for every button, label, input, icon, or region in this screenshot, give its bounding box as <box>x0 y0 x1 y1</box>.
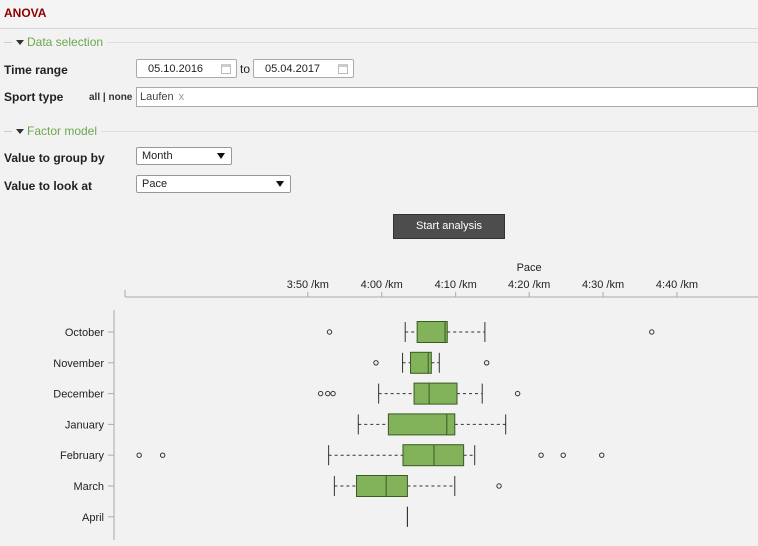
outlier-point <box>599 452 605 458</box>
group-by-select[interactable]: Month <box>136 147 232 165</box>
outlier-point <box>496 483 502 489</box>
sport-tag: Laufen x <box>140 91 185 103</box>
box-december <box>413 382 458 405</box>
to-label: to <box>240 62 251 76</box>
calendar-icon[interactable] <box>221 64 231 74</box>
x-tick-label: 4:10 /km <box>435 279 477 291</box>
time-range-label: Time range <box>4 63 68 77</box>
chart-title: Pace <box>517 262 542 274</box>
x-tick-label: 3:50 /km <box>287 279 329 291</box>
look-at-label: Value to look at <box>4 179 93 193</box>
title-bar: ANOVA <box>0 0 758 29</box>
x-tick-label: 4:40 /km <box>656 279 698 291</box>
start-analysis-button[interactable]: Start analysis <box>393 214 505 239</box>
factor-model-legend[interactable]: Factor model <box>4 124 758 138</box>
y-tick-label: December <box>53 389 104 401</box>
calendar-icon[interactable] <box>338 64 348 74</box>
outlier-point <box>483 360 490 366</box>
box-march <box>356 475 408 497</box>
sport-type-multiselect[interactable]: Laufen x <box>136 87 758 107</box>
outlier-point <box>330 390 336 397</box>
outlier-point <box>538 452 544 458</box>
app-title: ANOVA <box>4 6 47 20</box>
from-date-field[interactable]: 05.10.2016 <box>136 59 237 78</box>
x-tick-label: 4:30 /km <box>582 279 624 291</box>
outlier-point <box>373 360 379 366</box>
anova-boxplot-chart: Pace 3:50 /km 4:00 /km 4:10 /km 4:20 /km 4:30… <box>53 262 758 540</box>
group-by-label: Value to group by <box>4 151 105 165</box>
outlier-point <box>136 452 142 458</box>
box-january <box>387 413 456 436</box>
box-february <box>402 444 465 467</box>
x-tick-label: 4:20 /km <box>508 279 550 291</box>
collapse-triangle-icon[interactable] <box>16 128 24 134</box>
outlier-point <box>317 390 324 397</box>
outlier-point <box>514 390 521 397</box>
outlier-point <box>649 329 655 335</box>
y-tick-label: January <box>65 419 105 431</box>
factor-model-title[interactable]: Factor model <box>27 124 98 138</box>
box-october <box>416 321 448 343</box>
y-tick-label: February <box>60 450 105 462</box>
look-at-select[interactable]: Pace <box>136 175 291 193</box>
y-tick-label: November <box>53 358 104 370</box>
dropdown-arrow-icon <box>276 181 284 187</box>
dropdown-arrow-icon <box>217 153 225 159</box>
outlier-point <box>325 390 331 397</box>
y-tick-label: March <box>73 481 104 493</box>
data-selection-title[interactable]: Data selection <box>27 35 104 49</box>
outlier-point <box>560 452 566 458</box>
remove-tag-icon[interactable]: x <box>178 91 185 103</box>
outlier-point <box>326 329 333 335</box>
outlier-point <box>159 452 166 458</box>
sport-type-label: Sport type <box>4 90 64 104</box>
y-tick-label: April <box>82 512 104 524</box>
all-none-toggle[interactable]: all | none <box>89 92 133 103</box>
collapse-triangle-icon[interactable] <box>16 39 24 45</box>
x-tick-label: 4:00 /km <box>361 279 403 291</box>
box-november <box>410 351 432 374</box>
data-selection-legend[interactable]: Data selection <box>4 35 758 49</box>
y-tick-label: October <box>65 327 104 339</box>
to-date-field[interactable]: 05.04.2017 <box>253 59 354 78</box>
